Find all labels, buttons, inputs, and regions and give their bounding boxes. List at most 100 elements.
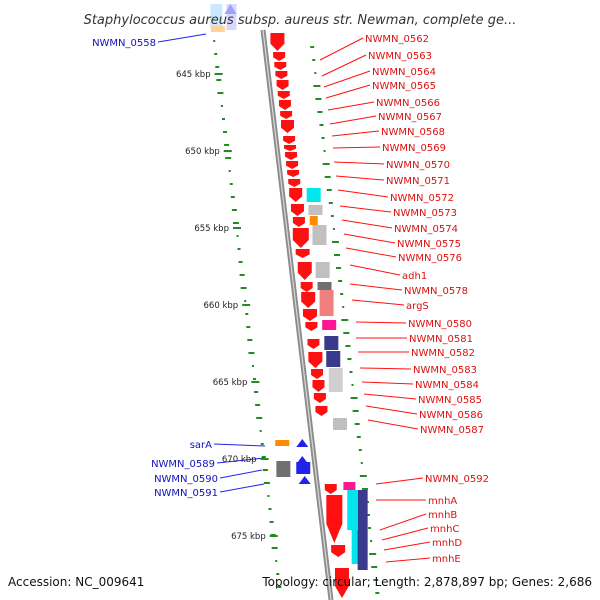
feature-box [306,188,321,202]
gc-dot [332,228,335,230]
leader-line [363,393,417,400]
gene-arrow [297,262,312,280]
feature-box [328,368,343,392]
gene-arrow [292,217,305,227]
gene-arrow [224,4,237,14]
leader-line [379,513,427,531]
leader-line [331,130,380,137]
gene-label: mnhB [428,510,457,521]
gc-dot [322,163,330,165]
gc-dot [323,150,326,152]
tick-label: 655 kbp [194,224,229,234]
gc-dot [261,456,266,458]
gc-dot [351,384,354,386]
gene-arrow [331,545,346,557]
gc-dot [326,189,332,191]
gene-arrow [287,170,300,177]
gene-label: adh1 [402,271,427,282]
gc-dot [375,592,380,594]
gene-arrow [292,228,309,248]
gc-dot [260,443,264,445]
gc-dot [276,573,280,575]
gc-dot [369,553,377,555]
gc-dot [229,183,233,185]
gc-dot [373,579,379,581]
leader-line [332,146,381,149]
gene-arrow [288,179,301,187]
gene-label: NWMN_0587 [420,425,484,436]
gene-arrow [300,282,313,292]
gene-label: NWMN_0566 [376,98,440,109]
gc-dot [256,417,263,419]
gene-label: NWMN_0564 [372,67,436,78]
feature-box [317,282,332,290]
gc-dot [263,482,270,484]
gc-track-right [310,46,380,594]
feature-box [276,461,291,477]
gc-dot [213,40,216,42]
gc-dot [371,566,378,568]
gc-dot [360,462,363,464]
leader-line [157,33,207,43]
leader-line [333,161,385,165]
leader-line [367,419,419,430]
gc-dot [345,345,351,347]
gc-dot [225,157,232,159]
leader-line [351,299,405,306]
leader-line [361,381,414,385]
gene-arrow [301,292,316,308]
leader-line [383,541,431,551]
leader-line [375,477,424,485]
gene-label: NWMN_0585 [418,395,482,406]
gc-dot [217,92,224,94]
gene-label: NWMN_0578 [404,286,468,297]
tick-label: 645 kbp [176,70,211,80]
gene-label: NWMN_0568 [381,127,445,138]
leader-line [219,469,263,479]
leader-line [213,443,266,447]
gc-dot [368,527,372,529]
feature-box [351,530,362,564]
feature-box [326,351,341,367]
gene-arrow [334,568,349,598]
gc-dot [334,254,341,256]
gc-dot [239,274,245,276]
gc-dot [330,215,334,217]
gene-arrow [313,393,326,403]
feature-box [347,490,358,530]
gc-dot [238,261,243,263]
leader-line [349,264,401,276]
gene-label: mnhA [428,496,457,507]
gene-arrow [281,120,295,133]
gene-label: NWMN_0576 [398,253,462,264]
tick-label: 675 kbp [231,532,266,542]
gc-dot [324,176,331,178]
gene-arrow [311,369,324,379]
gene-label: NWMN_0586 [419,410,483,421]
gc-dot [319,124,324,126]
leader-line [385,557,431,563]
tick-label: 660 kbp [204,301,239,311]
gc-dot [310,46,315,48]
gc-dot [247,339,253,341]
leader-line [355,321,407,324]
gene-label: NWMN_0584 [415,380,479,391]
leader-line [337,189,389,198]
leader-line [319,37,364,61]
genome-summary-text: Topology: circular; Length: 2,878,897 bp… [261,575,592,589]
gc-dot [224,144,230,146]
feature-box [296,462,311,474]
gc-dot [228,170,231,172]
gene-label: NWMN_0580 [408,319,472,330]
gc-dot [231,209,237,211]
gene-arrow [289,188,303,202]
gene-label: sarA [190,440,212,451]
gene-arrow [295,249,310,258]
gene-label: NWMN_0558 [92,38,156,49]
gene-label: NWMN_0574 [394,224,458,235]
gene-arrow [274,62,287,70]
gene-label: NWMN_0575 [397,239,461,250]
gc-dot [215,66,220,68]
gene-arrow [290,204,304,216]
